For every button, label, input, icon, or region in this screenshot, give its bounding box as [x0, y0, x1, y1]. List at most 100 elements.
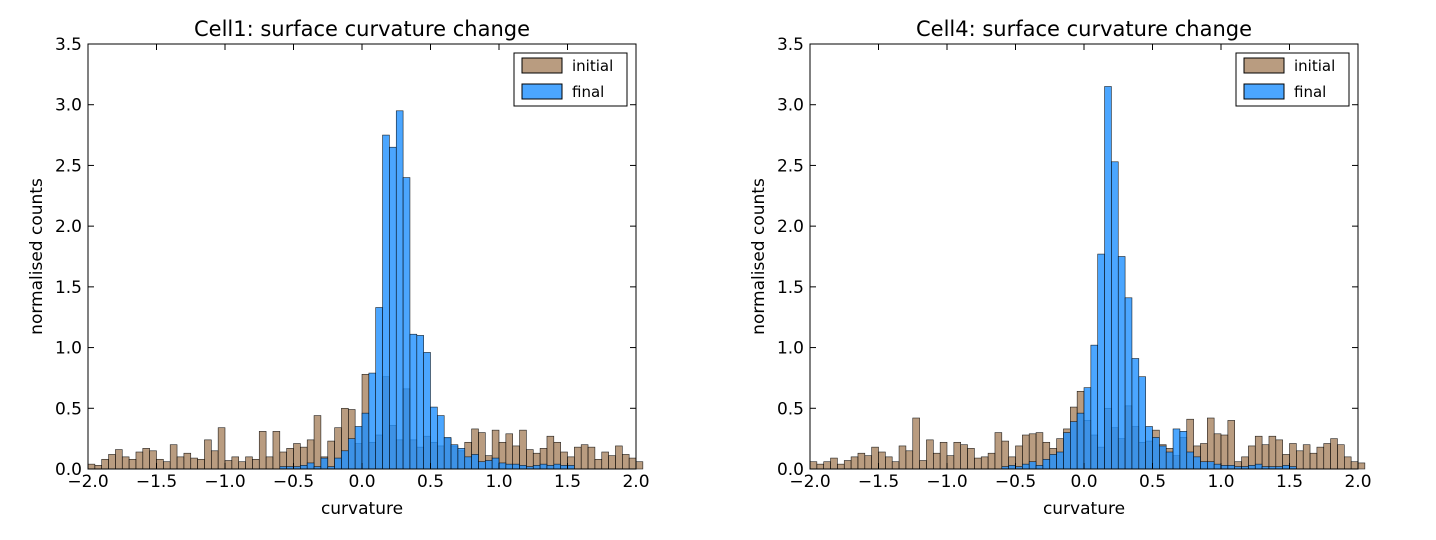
x-tick-label: −2.0 — [67, 472, 108, 492]
bar-initial — [939, 441, 948, 470]
bar-initial — [211, 450, 219, 470]
bar-final — [382, 134, 390, 470]
x-tick-label: 1.5 — [1276, 472, 1303, 492]
bar-final — [1193, 456, 1201, 470]
bar-final — [505, 463, 514, 470]
bar-final — [567, 465, 575, 470]
x-tick-label: −0.5 — [995, 472, 1036, 492]
bar-initial — [197, 458, 205, 470]
bar-final — [354, 426, 363, 470]
bar-initial — [980, 456, 989, 470]
bar-initial — [272, 431, 281, 470]
bar-final — [409, 333, 418, 470]
bar-initial — [628, 457, 637, 470]
y-tick-label: 0.0 — [777, 460, 804, 480]
y-tick-label: 0.5 — [777, 399, 804, 419]
bar-final — [1152, 437, 1160, 470]
bar-final — [478, 461, 486, 470]
bar-final — [1028, 461, 1037, 470]
bar-final — [1131, 358, 1140, 470]
bar-initial — [1309, 452, 1318, 470]
y-tick-label: 3.5 — [777, 35, 804, 55]
bar-initial — [526, 449, 534, 470]
bar-final — [423, 352, 431, 470]
x-tick-label: 0.0 — [348, 472, 375, 492]
bar-final — [1117, 256, 1126, 470]
bar-initial — [594, 458, 603, 470]
bar-initial — [327, 440, 335, 470]
bar-final — [1083, 387, 1092, 470]
bar-initial — [837, 463, 845, 470]
bar-final — [1179, 431, 1188, 470]
bar-initial — [960, 444, 968, 470]
y-tick-label: 2.0 — [777, 217, 804, 237]
ticks-layer: −2.0 −1.5 −1.0 −0.5 0.0 0.5 1.0 1.5 2.0 0.0 0.5 1.0… — [55, 35, 650, 492]
bar-initial — [946, 455, 955, 470]
bar-final — [1165, 451, 1174, 470]
bar-initial — [823, 461, 831, 470]
y-tick-label: 3.5 — [55, 35, 82, 55]
bar-final — [347, 438, 356, 470]
bar-initial — [891, 461, 900, 470]
y-tick-label: 0.0 — [55, 460, 82, 480]
bar-final — [484, 460, 493, 470]
bar-initial — [94, 465, 102, 470]
bar-initial — [1330, 438, 1338, 470]
bar-final — [437, 415, 445, 470]
bar-initial — [163, 461, 171, 470]
bar-final — [512, 463, 520, 470]
bar-final — [1159, 445, 1167, 470]
bars-layer — [87, 110, 644, 470]
y-tick-label: 2.0 — [55, 217, 82, 237]
chart-title: Cell1: surface curvature change — [194, 17, 530, 41]
bar-initial — [1268, 435, 1277, 470]
bar-initial — [546, 435, 555, 470]
y-tick-label: 1.0 — [777, 339, 804, 359]
bar-initial — [919, 460, 927, 470]
bar-initial — [252, 458, 260, 470]
bar-initial — [912, 417, 920, 470]
x-axis-label: curvature — [1043, 499, 1125, 519]
bar-final — [341, 450, 349, 470]
bar-initial — [621, 454, 630, 470]
bar-final — [450, 444, 459, 470]
bar-final — [306, 462, 315, 470]
bar-initial — [871, 446, 879, 470]
bar-initial — [974, 457, 982, 470]
bar-final — [430, 406, 438, 470]
x-tick-label: 1.5 — [554, 472, 581, 492]
ticks-layer: −2.0 −1.5 −1.0 −0.5 0.0 0.5 1.0 1.5 2.0 0.0 0.5 1.0… — [777, 35, 1372, 492]
chart-cell4: −2.0 −1.5 −1.0 −0.5 0.0 0.5 1.0 1.5 2.0 0.0 0.5 1.0… — [749, 17, 1372, 519]
bar-final — [1220, 465, 1229, 470]
bar-final — [464, 456, 472, 470]
bar-final — [1022, 463, 1030, 470]
legend-swatch-initial — [1243, 57, 1285, 74]
bar-initial — [238, 461, 246, 470]
x-tick-label: −0.5 — [273, 472, 314, 492]
bar-initial — [1350, 461, 1359, 470]
bar-initial — [994, 432, 1003, 470]
bar-initial — [231, 456, 240, 470]
bar-initial — [635, 461, 644, 470]
bar-initial — [926, 439, 934, 470]
bar-final — [416, 335, 424, 470]
legend-swatch-final — [521, 83, 563, 100]
bar-initial — [101, 458, 109, 470]
bar-final — [457, 448, 466, 470]
x-tick-label: −1.0 — [926, 472, 967, 492]
bar-final — [1070, 421, 1078, 470]
x-tick-label: −2.0 — [789, 472, 830, 492]
bar-final — [389, 146, 397, 470]
bar-initial — [142, 448, 150, 470]
legend: initial final — [513, 52, 628, 107]
bar-final — [532, 465, 541, 470]
bar-final — [1254, 463, 1263, 470]
bar-initial — [115, 449, 123, 470]
x-tick-label: −1.0 — [204, 472, 245, 492]
bar-initial — [135, 451, 144, 470]
bar-final — [361, 412, 370, 470]
bar-final — [1049, 454, 1057, 470]
bar-initial — [183, 452, 192, 470]
bar-initial — [286, 448, 294, 470]
legend-label-initial: initial — [1294, 57, 1335, 75]
